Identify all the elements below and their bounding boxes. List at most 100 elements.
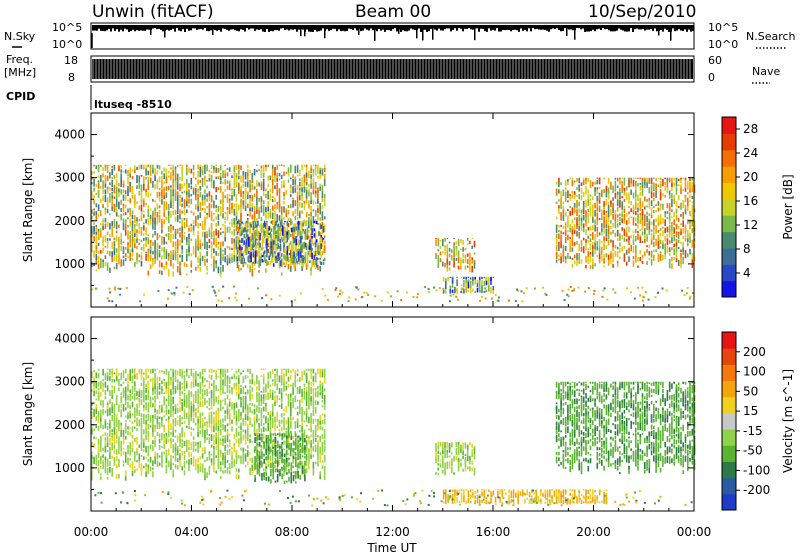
power-echo-cell: [251, 268, 254, 277]
power-speck: [365, 291, 368, 294]
velocity-echo-cell: [254, 461, 256, 470]
velocity-echo-cell: [319, 471, 321, 476]
power-echo-cell: [664, 219, 666, 226]
power-echo-cell: [181, 218, 183, 222]
power-echo-cell: [464, 265, 467, 271]
power-echo-cell: [271, 179, 274, 186]
velocity-echo-cell: [91, 442, 93, 446]
velocity-echo-cell: [95, 407, 98, 415]
velocity-echo-cell: [206, 437, 208, 441]
power-echo-cell: [275, 243, 277, 246]
velocity-echo-cell: [305, 417, 308, 423]
power-echo-cell: [305, 234, 308, 240]
velocity-echo-cell: [186, 394, 188, 400]
power-echo-cell: [294, 208, 297, 214]
power-echo-cell: [297, 222, 300, 231]
velocity-echo-cell: [195, 390, 197, 399]
power-echo-cell: [127, 242, 129, 245]
velocity-echo-cell: [100, 409, 102, 418]
power-echo-cell: [650, 191, 653, 199]
power-echo-cell: [687, 230, 689, 239]
velocity-echo-cell: [129, 411, 131, 414]
power-echo-cell: [323, 216, 326, 220]
velocity-echo-cell: [280, 396, 283, 403]
power-echo-cell: [680, 241, 682, 244]
power-echo-cell: [592, 242, 594, 246]
velocity-echo-cell: [263, 458, 265, 464]
nsky-bar: [560, 25, 562, 32]
power-echo-cell: [684, 187, 687, 192]
velocity-echo-cell: [147, 464, 150, 468]
power-echo-cell: [311, 228, 313, 235]
power-echo-cell: [136, 185, 138, 189]
velocity-echo-cell: [301, 425, 303, 433]
power-echo-cell: [278, 226, 281, 232]
power-echo-cell: [445, 288, 447, 294]
power-echo-cell: [610, 231, 612, 235]
power-echo-cell: [95, 211, 98, 215]
power-echo-cell: [199, 164, 202, 167]
velocity-echo-cell: [158, 438, 161, 444]
power-echo-cell: [601, 246, 603, 255]
velocity-echo-cell: [283, 368, 285, 370]
velocity-echo-cell: [280, 377, 283, 386]
velocity-echo-cell: [124, 378, 127, 381]
velocity-echo-cell: [238, 388, 240, 394]
power-echo-cell: [145, 253, 147, 261]
power-echo-cell: [186, 178, 188, 185]
power-echo-cell: [628, 236, 630, 245]
velocity-echo-cell: [278, 428, 281, 432]
power-echo-cell: [673, 182, 675, 187]
nsky-spike: [398, 27, 400, 34]
power-echo-cell: [251, 242, 254, 250]
power-echo-cell: [111, 221, 113, 226]
velocity-echo-cell: [188, 425, 190, 430]
nsky-bar: [236, 25, 238, 31]
power-echo-cell: [662, 230, 664, 237]
velocity-echo-cell: [190, 369, 193, 377]
power-echo-cell: [215, 228, 217, 236]
power-echo-cell: [592, 225, 594, 231]
velocity-echo-cell: [152, 386, 154, 392]
power-echo-cell: [208, 229, 211, 237]
colorbar-tick-label: 16: [743, 194, 758, 208]
power-echo-cell: [691, 183, 694, 192]
velocity-echo-cell: [305, 387, 308, 392]
power-echo-cell: [596, 241, 599, 247]
power-echo-cell: [321, 226, 324, 235]
power-echo-cell: [321, 198, 324, 202]
power-echo-cell: [573, 217, 576, 220]
power-echo-cell: [274, 230, 276, 239]
velocity-echo-cell: [278, 397, 281, 401]
velocity-echo-cell: [305, 453, 308, 461]
power-echo-cell: [129, 185, 131, 193]
power-echo-cell: [673, 177, 675, 181]
power-echo-cell: [312, 172, 315, 178]
power-echo-cell: [267, 261, 269, 265]
velocity-echo-cell: [296, 387, 299, 390]
velocity-echo-cell: [242, 417, 245, 426]
power-echo-cell: [625, 249, 628, 255]
power-echo-cell: [687, 181, 689, 190]
velocity-echo-cell: [154, 368, 156, 372]
power-echo-cell: [204, 199, 206, 206]
power-echo-cell: [262, 229, 265, 237]
power-echo-cell: [294, 263, 297, 267]
power-echo-cell: [691, 182, 694, 186]
power-echo-cell: [644, 206, 646, 210]
power-echo-cell: [323, 174, 326, 180]
power-echo-cell: [269, 231, 272, 238]
velocity-echo-cell: [188, 419, 190, 426]
power-echo-cell: [276, 238, 278, 246]
power-echo-cell: [219, 186, 222, 193]
power-echo-cell: [256, 180, 258, 187]
velocity-echo-cell: [111, 389, 113, 396]
velocity-echo-cell: [140, 433, 143, 440]
power-echo-cell: [265, 188, 267, 192]
velocity-echo-cell: [290, 450, 292, 457]
power-echo-cell: [186, 253, 188, 262]
power-echo-cell: [257, 242, 259, 246]
power-echo-cell: [252, 234, 255, 239]
power-echo-cell: [208, 177, 211, 182]
power-echo-cell: [309, 249, 311, 258]
